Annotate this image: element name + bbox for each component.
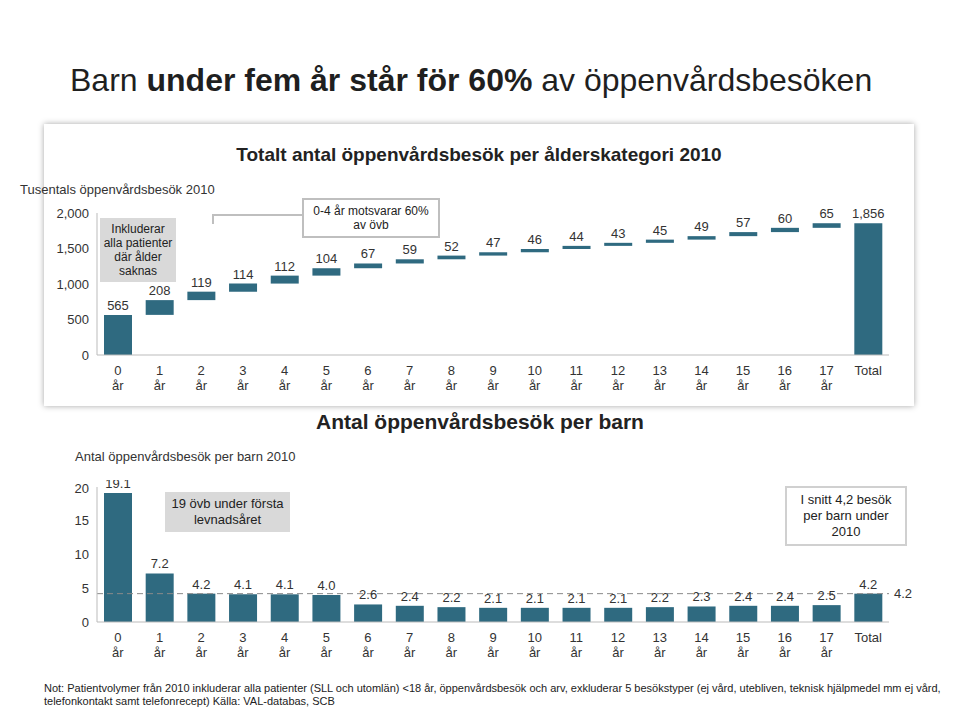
svg-text:1,000: 1,000 [56,277,89,292]
svg-text:208: 208 [149,283,171,298]
svg-text:4.0: 4.0 [317,578,335,593]
svg-text:2.4: 2.4 [776,589,794,604]
svg-text:12år: 12år [611,363,625,393]
svg-text:Total: Total [854,363,882,378]
svg-text:16år: 16år [778,363,792,393]
svg-text:4.2: 4.2 [894,586,912,601]
svg-text:2.4: 2.4 [401,589,419,604]
html-text:19 övb under första levnadsåre: 19 övb under första levnadsåret [171,496,284,527]
svg-text:4år: 4år [279,363,291,393]
svg-text:119: 119 [191,275,212,290]
svg-text:2år: 2år [195,630,207,660]
svg-text:2.4: 2.4 [734,589,752,604]
svg-text:20: 20 [75,481,89,496]
svg-text:500: 500 [67,312,89,327]
svg-text:0år: 0år [112,630,124,660]
svg-text:52: 52 [444,239,458,254]
svg-text:14år: 14år [694,630,708,660]
svg-text:0år: 0år [112,363,124,393]
svg-text:17år: 17år [819,630,833,660]
svg-text:2.2: 2.2 [442,590,460,605]
svg-text:4.2: 4.2 [192,577,210,592]
svg-text:1,500: 1,500 [56,241,89,256]
svg-text:2.1: 2.1 [526,591,544,606]
svg-text:10: 10 [75,547,89,562]
svg-text:2.3: 2.3 [693,589,711,604]
svg-text:19.1: 19.1 [105,480,130,491]
svg-text:2.1: 2.1 [609,591,627,606]
svg-text:65: 65 [819,206,833,221]
svg-text:2.2: 2.2 [651,590,669,605]
svg-text:112: 112 [274,259,295,274]
svg-text:2.5: 2.5 [818,588,836,603]
svg-text:59: 59 [403,242,417,257]
svg-text:3år: 3år [237,630,249,660]
html-text:Totalt antal öppenvårdsbesök p: Totalt antal öppenvårdsbesök per åldersk… [236,144,722,165]
svg-text:11år: 11år [570,630,584,660]
svg-text:13år: 13år [653,630,667,660]
svg-text:8år: 8år [446,630,458,660]
svg-text:43: 43 [611,226,625,241]
svg-text:5år: 5år [320,630,332,660]
svg-text:14år: 14år [694,363,708,393]
html-text:Barn under fem år står för 60%: Barn under fem år står för 60% av öppenv… [70,62,873,98]
svg-text:0: 0 [82,615,89,630]
svg-text:4.2: 4.2 [859,577,877,592]
svg-text:1,856: 1,856 [852,206,885,221]
svg-text:46: 46 [528,232,542,247]
svg-text:2år: 2år [195,363,207,393]
svg-text:16år: 16år [778,630,792,660]
html-text:Antal öppenvårdsbesök per barn: Antal öppenvårdsbesök per barn [316,410,644,433]
svg-text:13år: 13år [653,363,667,393]
svg-text:57: 57 [736,215,750,230]
svg-text:4.1: 4.1 [234,577,252,592]
svg-text:10år: 10år [527,363,541,393]
svg-text:114: 114 [233,267,254,282]
svg-text:49: 49 [694,219,708,234]
svg-text:4år: 4år [279,630,291,660]
svg-text:4.1: 4.1 [276,577,294,592]
svg-text:7år: 7år [404,363,416,393]
svg-text:15år: 15år [736,363,750,393]
svg-text:15: 15 [75,513,89,528]
svg-text:6år: 6år [362,363,374,393]
svg-text:2,000: 2,000 [56,206,89,221]
svg-text:7år: 7år [404,630,416,660]
svg-text:44: 44 [569,229,583,244]
svg-text:8år: 8år [446,363,458,393]
svg-text:7.2: 7.2 [151,556,169,571]
svg-text:0: 0 [82,348,89,363]
svg-text:9år: 9år [487,630,499,660]
svg-text:67: 67 [361,246,375,261]
svg-text:9år: 9år [487,363,499,393]
svg-text:10år: 10år [527,630,541,660]
svg-text:60: 60 [778,211,792,226]
svg-text:2.6: 2.6 [359,587,377,602]
html-text:Inkluderar alla patienter där: Inkluderar alla patienter där ålder sakn… [103,222,173,278]
svg-text:5år: 5år [320,363,332,393]
svg-text:1år: 1år [154,363,166,393]
html-text:Not: Patientvolymer från 2010: Not: Patientvolymer från 2010 inkluderar… [44,682,941,707]
svg-text:17år: 17år [819,363,833,393]
svg-text:5: 5 [82,581,89,596]
svg-text:2.1: 2.1 [484,591,502,606]
svg-text:Total: Total [854,630,882,645]
svg-text:1år: 1år [154,630,166,660]
svg-text:3år: 3år [237,363,249,393]
svg-text:15år: 15år [736,630,750,660]
svg-text:47: 47 [486,235,500,250]
svg-text:104: 104 [316,251,338,266]
svg-text:6år: 6år [362,630,374,660]
html-text:Antal öppenvårdsbesök per barn: Antal öppenvårdsbesök per barn 2010 [75,449,296,464]
svg-text:45: 45 [653,223,667,238]
html-text:I snitt 4,2 besök per barn und: I snitt 4,2 besök per barn under 2010 [800,492,892,539]
svg-text:12år: 12år [611,630,625,660]
svg-text:11år: 11år [570,363,584,393]
svg-text:2.1: 2.1 [567,591,585,606]
svg-text:565: 565 [107,298,129,313]
html-text:Tusentals öppenvårdsbesök 2010: Tusentals öppenvårdsbesök 2010 [20,182,215,197]
html-text:0-4 år motsvarar 60% av övb: 0-4 år motsvarar 60% av övb [313,204,429,232]
